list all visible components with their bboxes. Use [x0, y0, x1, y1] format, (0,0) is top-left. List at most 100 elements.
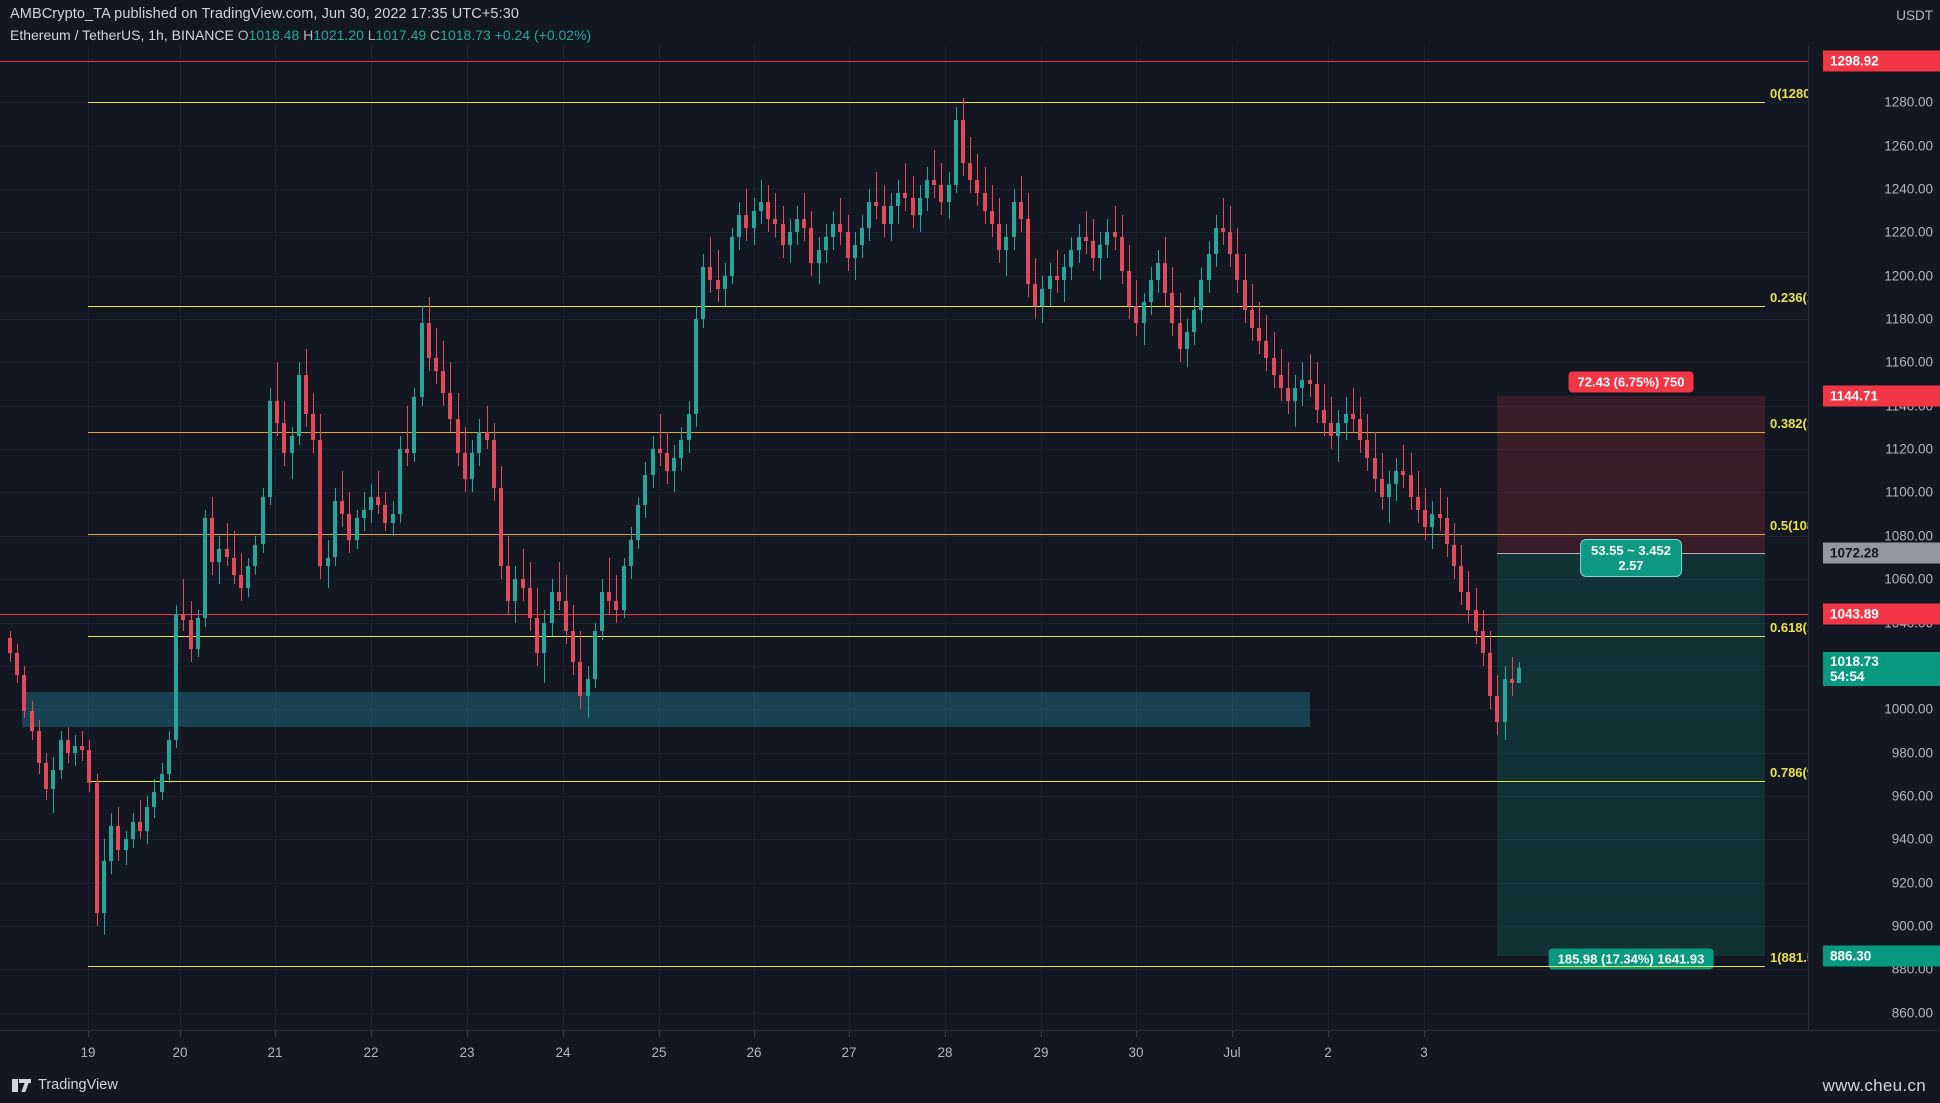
time-tick-mark [563, 1031, 564, 1037]
candle-body [311, 414, 316, 441]
candle-body [1480, 631, 1485, 653]
candle-body [1033, 284, 1038, 307]
candle-body [51, 769, 56, 790]
candle-body [1379, 479, 1384, 497]
candle-body [730, 236, 734, 276]
candle-wick [717, 249, 719, 302]
symbol-label[interactable]: Ethereum / TetherUS, 1h, BINANCE [10, 27, 234, 43]
candle-body [1444, 518, 1449, 545]
candle-body [1026, 219, 1031, 285]
candle-body [657, 449, 662, 454]
fib-level-line[interactable] [88, 781, 1765, 783]
grid-line-horizontal [0, 535, 1808, 537]
fib-level-line[interactable] [88, 306, 1765, 308]
time-axis[interactable]: 19 20 21 22 23 24 25 26 27 28 29 30 Jul 2 3 [0, 1030, 1940, 1071]
candle-body [1242, 280, 1247, 311]
time-tick-mark [1136, 1031, 1137, 1037]
candle-wick [1439, 488, 1441, 532]
candle-body [267, 401, 272, 497]
price-badge[interactable]: 1043.89 [1823, 603, 1940, 625]
fib-level-line[interactable] [88, 636, 1765, 638]
price-badge-value: 1144.71 [1830, 388, 1879, 404]
candle-body [1069, 249, 1074, 268]
chart-legend: Ethereum / TetherUS, 1h, BINANCE O1018.4… [10, 27, 591, 43]
price-axis-tick: 1240.00 [1884, 181, 1933, 197]
candle-body [831, 223, 836, 237]
candle-body [1134, 306, 1139, 324]
time-tick-mark [275, 1031, 276, 1037]
price-axis-tick: 920.00 [1891, 875, 1933, 891]
candle-body [859, 228, 864, 246]
candle-body [1430, 514, 1435, 528]
price-badge[interactable]: 1298.92 [1823, 50, 1940, 72]
tradingview-wordmark: TradingView [38, 1077, 118, 1093]
candle-body [924, 180, 929, 198]
grid-line-vertical [1328, 46, 1329, 1030]
grid-line-horizontal [0, 665, 1808, 667]
low-value: 1017.49 [375, 27, 427, 43]
support-zone[interactable] [22, 691, 1310, 727]
candle-body [1459, 566, 1464, 593]
price-badge[interactable]: 1072.28 [1823, 542, 1940, 564]
candle-wick [1417, 470, 1419, 523]
candle-body [1054, 275, 1059, 281]
chart-plot-area[interactable]: 72.43 (6.75%) 750 53.55 ~ 3.452 2.57 185.98… [0, 46, 1808, 1030]
candle-body [592, 631, 597, 679]
tradingview-brand[interactable]: TradingView [12, 1077, 118, 1093]
candle-wick [226, 522, 228, 567]
time-axis-tick: 19 [80, 1045, 96, 1060]
time-axis-tick: 28 [937, 1045, 953, 1060]
fib-level-line[interactable] [88, 965, 1765, 967]
stop-loss-region[interactable] [1497, 395, 1765, 553]
price-badge-value: 1043.89 [1830, 606, 1879, 622]
alert-price-line[interactable] [0, 614, 1808, 616]
candle-wick [609, 557, 611, 614]
candle-body [910, 197, 915, 216]
candle-body [679, 440, 684, 458]
candle-body [116, 826, 121, 851]
candle-body [766, 202, 771, 220]
grid-line-horizontal [0, 795, 1808, 797]
candle-body [354, 518, 359, 541]
alert-price-line[interactable] [0, 61, 1808, 63]
candle-body [917, 197, 922, 216]
take-profit-region[interactable] [1497, 552, 1765, 956]
candle-body [946, 184, 951, 203]
short-position-tool[interactable] [1497, 46, 1765, 1030]
candle-body [722, 275, 727, 289]
candle-body [498, 488, 503, 567]
open-label: O [237, 27, 249, 43]
take-profit-tag[interactable]: 185.98 (17.34%) 1641.93 [1548, 948, 1714, 970]
price-badge[interactable]: 886.30 [1823, 945, 1940, 967]
candle-body [181, 613, 186, 621]
price-badge[interactable]: 1144.71 [1823, 385, 1940, 407]
price-axis-tick: 940.00 [1891, 831, 1933, 847]
fib-level-line[interactable] [88, 432, 1765, 434]
candle-wick [407, 405, 409, 467]
candle-body [614, 600, 619, 610]
fib-level-line[interactable] [88, 102, 1765, 104]
high-value: 1021.20 [313, 27, 364, 43]
entry-tag[interactable]: 53.55 ~ 3.452 2.57 [1580, 538, 1682, 577]
price-axis-tick: 1060.00 [1884, 571, 1933, 587]
candle-body [888, 206, 893, 224]
fib-level-line[interactable] [88, 534, 1765, 536]
chart-footer: TradingView www.cheu.cn [0, 1070, 1940, 1103]
candle-body [1423, 509, 1428, 528]
grid-line-horizontal [0, 839, 1808, 841]
price-badge[interactable]: 1018.73 54:54 [1823, 651, 1940, 686]
candle-wick [291, 427, 293, 480]
candle-body [202, 518, 207, 619]
candle-body [968, 163, 973, 181]
candle-body [231, 557, 236, 575]
candle-body [607, 592, 612, 601]
candle-body [1293, 388, 1298, 402]
price-axis[interactable]: USDT 1280.00 1260.00 1240.00 1220.00 1200.00… [1808, 8, 1940, 1030]
grid-line-horizontal [0, 709, 1808, 711]
candle-body [838, 223, 843, 233]
price-axis-tick: 1220.00 [1884, 224, 1933, 240]
stop-loss-tag[interactable]: 72.43 (6.75%) 750 [1568, 371, 1694, 393]
grid-line-horizontal [0, 405, 1808, 407]
candle-body [1062, 267, 1067, 281]
time-tick-mark [1328, 1031, 1329, 1037]
